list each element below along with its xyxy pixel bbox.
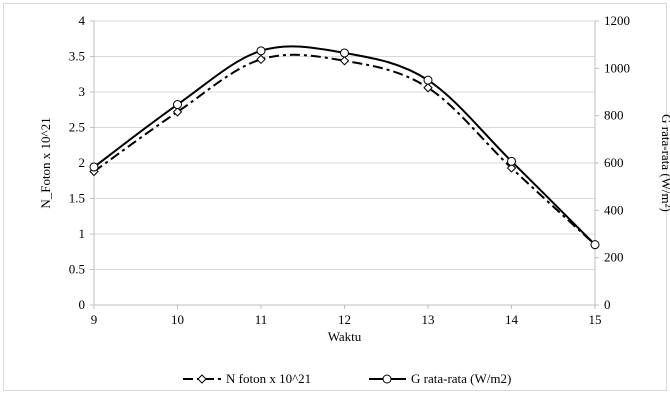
x-tick-label: 12	[338, 312, 351, 327]
x-tick-label: 10	[171, 312, 184, 327]
data-point-n-foton	[423, 83, 433, 93]
data-point-g-rata-rata	[590, 240, 600, 250]
x-tick-label: 9	[91, 312, 98, 327]
y-right-axis-title: G rata-rata (W/m²)	[659, 114, 670, 212]
data-point-g-rata-rata	[423, 75, 433, 85]
x-axis-title: Waktu	[328, 329, 362, 344]
y-left-tick-label: 0	[79, 297, 86, 312]
x-tick-label: 15	[589, 312, 602, 327]
legend-label-g-rata-rata: G rata-rata (W/m2)	[411, 371, 511, 386]
x-tick-label: 11	[255, 312, 268, 327]
y-left-tick-label: 3.5	[69, 49, 85, 64]
data-point-n-foton	[506, 163, 517, 173]
y-left-tick-label: 2	[79, 155, 86, 170]
data-point-n-foton	[256, 54, 266, 65]
y-left-tick-label: 4	[79, 13, 86, 28]
y-left-tick-label: 3	[79, 84, 86, 99]
legend-marker-g-rata-rata	[382, 374, 392, 384]
data-point-g-rata-rata	[340, 48, 349, 58]
data-point-g-rata-rata	[89, 162, 99, 172]
axis-layer: 0 0.5 1 1.5 2 2.5 3 3.5 4 0 200 400 600 800 1000 1200 9 1…	[69, 13, 630, 327]
y-right-tick-label: 400	[604, 202, 624, 217]
legend: N foton x 10^21 G rata-rata (W/m2)	[183, 371, 511, 386]
y-right-tick-label: 800	[604, 108, 624, 123]
y-right-tick-label: 600	[604, 155, 624, 170]
y-right-tick-label: 1000	[604, 60, 630, 75]
chart-border	[3, 3, 667, 391]
y-right-tick-label: 1200	[604, 13, 630, 28]
y-right-tick-label: 200	[604, 250, 624, 265]
legend-label-n-foton: N foton x 10^21	[226, 371, 311, 386]
data-point-g-rata-rata	[256, 46, 266, 56]
y-left-tick-label: 1.5	[69, 191, 85, 206]
x-tick-label: 13	[422, 312, 435, 327]
y-left-tick-label: 2.5	[69, 120, 85, 135]
data-point-n-foton	[339, 56, 350, 66]
data-point-n-foton	[172, 107, 183, 117]
y-left-tick-label: 1	[79, 226, 86, 241]
data-point-g-rata-rata	[173, 100, 182, 110]
y-left-tick-label: 0.5	[69, 262, 85, 277]
marker-layer	[89, 46, 600, 250]
y-right-tick-label: 0	[604, 297, 611, 312]
legend-marker-n-foton	[197, 374, 207, 384]
x-tick-label: 14	[505, 312, 519, 327]
data-point-g-rata-rata	[507, 156, 516, 166]
y-left-axis-title: N_Foton x 10^21	[38, 117, 53, 208]
